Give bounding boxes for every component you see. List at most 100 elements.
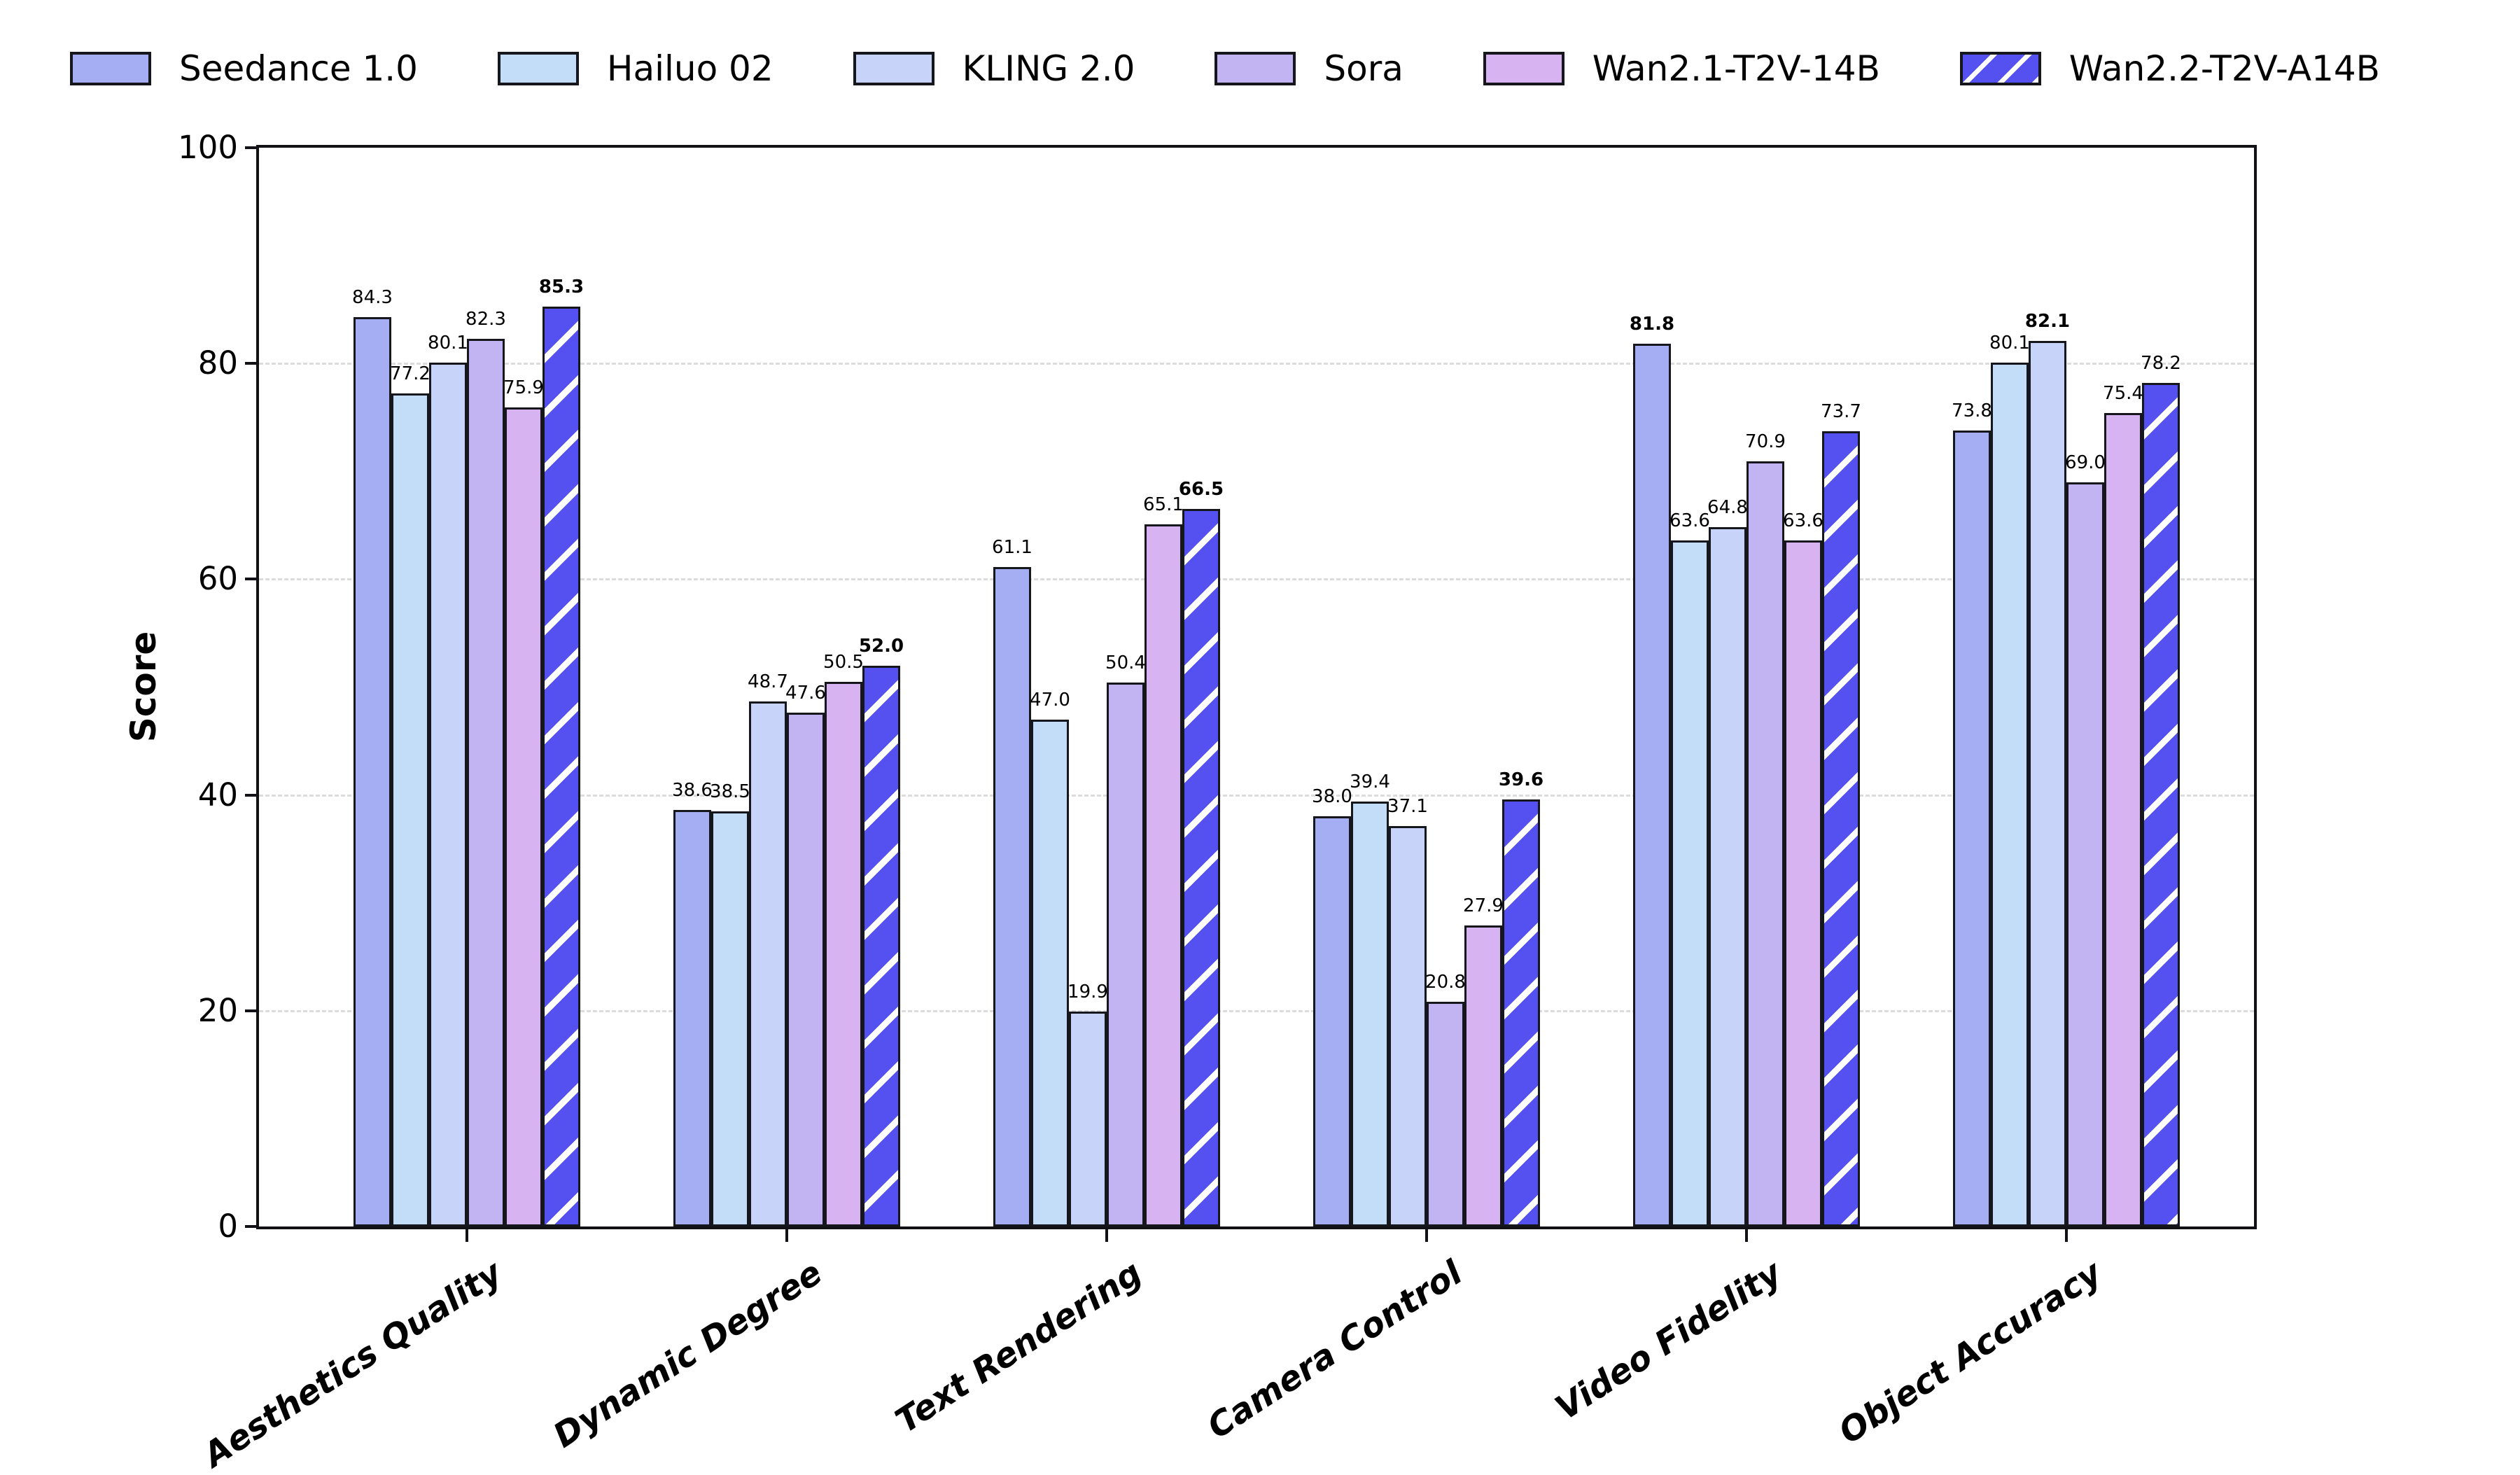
y-tick-label: 40 bbox=[197, 776, 238, 813]
bar-wan2-1-t2v-14b bbox=[1784, 540, 1822, 1226]
bar-kling-2-0 bbox=[429, 362, 467, 1226]
bar-seedance-1-0 bbox=[1953, 430, 1991, 1226]
x-tick-mark bbox=[1105, 1229, 1108, 1242]
bar-hailuo-02 bbox=[711, 811, 749, 1226]
bar-value-label: 52.0 bbox=[858, 635, 904, 657]
x-category-label: Text Rendering bbox=[889, 1253, 1149, 1441]
x-category-label: Camera Control bbox=[1200, 1253, 1469, 1447]
bar-seedance-1-0 bbox=[1633, 344, 1671, 1226]
gridline bbox=[259, 363, 2254, 365]
bar-kling-2-0 bbox=[1389, 826, 1427, 1226]
x-category-label: Dynamic Degree bbox=[546, 1253, 830, 1456]
y-axis-title: Score bbox=[123, 631, 164, 743]
bar-value-label: 82.1 bbox=[2024, 310, 2071, 332]
legend-item: Wan2.1-T2V-14B bbox=[1483, 51, 1880, 86]
bar-wan2-2-t2v-a14b bbox=[1822, 431, 1860, 1226]
gridline bbox=[259, 794, 2254, 797]
legend-item: Seedance 1.0 bbox=[70, 51, 418, 86]
bar-wan2-1-t2v-14b bbox=[1144, 524, 1182, 1226]
legend-swatch bbox=[853, 52, 934, 85]
bar-wan2-2-t2v-a14b bbox=[1502, 799, 1540, 1226]
bar-seedance-1-0 bbox=[1313, 816, 1351, 1226]
x-tick-mark bbox=[785, 1229, 788, 1242]
y-tick-mark bbox=[245, 1225, 256, 1228]
gridline bbox=[259, 1009, 2254, 1012]
bar-seedance-1-0 bbox=[993, 567, 1031, 1226]
bar-hailuo-02 bbox=[1991, 362, 2029, 1226]
bar-value-label: 19.9 bbox=[1068, 981, 1108, 1003]
bar-value-label: 73.7 bbox=[1821, 401, 1861, 423]
bar-value-label: 50.5 bbox=[823, 651, 864, 673]
bar-sora bbox=[1746, 461, 1784, 1226]
bar-value-label: 38.5 bbox=[710, 781, 750, 802]
x-category-label: Aesthetics Quality bbox=[197, 1253, 510, 1475]
bar-value-label: 20.8 bbox=[1425, 972, 1466, 993]
bar-value-label: 78.2 bbox=[2141, 352, 2181, 374]
bar-kling-2-0 bbox=[1709, 527, 1746, 1226]
legend-label: Seedance 1.0 bbox=[179, 48, 418, 89]
legend-swatch bbox=[1483, 52, 1564, 85]
x-tick-mark bbox=[1425, 1229, 1428, 1242]
bar-wan2-2-t2v-a14b bbox=[862, 665, 900, 1226]
bar-wan2-2-t2v-a14b bbox=[1182, 509, 1220, 1226]
y-tick-label: 20 bbox=[197, 991, 238, 1029]
bar-value-label: 64.8 bbox=[1707, 497, 1748, 519]
bar-wan2-1-t2v-14b bbox=[2104, 413, 2142, 1226]
x-tick-mark bbox=[1745, 1229, 1748, 1242]
y-tick-label: 100 bbox=[178, 129, 238, 166]
bar-value-label: 65.1 bbox=[1143, 494, 1184, 515]
bar-value-label: 48.7 bbox=[748, 671, 788, 692]
bar-value-label: 75.4 bbox=[2103, 383, 2143, 405]
legend-label: Sora bbox=[1324, 48, 1404, 89]
bar-sora bbox=[2066, 482, 2104, 1226]
x-category-label: Video Fidelity bbox=[1548, 1253, 1789, 1428]
y-tick-label: 0 bbox=[218, 1208, 238, 1245]
bar-hailuo-02 bbox=[1671, 540, 1709, 1226]
bar-value-label: 66.5 bbox=[1178, 479, 1224, 501]
bar-wan2-2-t2v-a14b bbox=[542, 306, 580, 1226]
bar-value-label: 70.9 bbox=[1745, 431, 1786, 453]
bar-seedance-1-0 bbox=[673, 810, 711, 1226]
bar-seedance-1-0 bbox=[354, 316, 391, 1226]
y-tick-mark bbox=[245, 146, 256, 149]
bar-value-label: 61.1 bbox=[992, 537, 1032, 559]
gridline bbox=[259, 578, 2254, 581]
legend-swatch-hatched bbox=[1959, 52, 2041, 85]
bar-wan2-1-t2v-14b bbox=[1464, 925, 1502, 1226]
bar-value-label: 47.6 bbox=[785, 683, 826, 704]
bar-value-label: 77.2 bbox=[390, 363, 430, 385]
x-tick-mark bbox=[2065, 1229, 2068, 1242]
legend-label: KLING 2.0 bbox=[962, 48, 1135, 89]
bar-value-label: 37.1 bbox=[1387, 796, 1428, 818]
bar-value-label: 82.3 bbox=[465, 308, 506, 330]
y-tick-label: 80 bbox=[197, 344, 238, 382]
bar-value-label: 63.6 bbox=[1670, 510, 1710, 531]
bar-value-label: 80.1 bbox=[1989, 332, 2030, 354]
bar-value-label: 38.6 bbox=[672, 780, 713, 802]
legend-item: KLING 2.0 bbox=[853, 51, 1135, 86]
legend-label: Wan2.1-T2V-14B bbox=[1592, 48, 1880, 89]
y-tick-mark bbox=[245, 793, 256, 797]
bar-hailuo-02 bbox=[391, 393, 429, 1226]
bar-value-label: 27.9 bbox=[1463, 895, 1504, 917]
legend: Seedance 1.0 Hailuo 02 KLING 2.0 Sora Wan2.1… bbox=[70, 35, 2380, 102]
bar-value-label: 39.4 bbox=[1350, 771, 1390, 792]
bar-hailuo-02 bbox=[1351, 801, 1389, 1226]
bar-kling-2-0 bbox=[1069, 1012, 1107, 1226]
bar-sora bbox=[787, 713, 825, 1226]
y-tick-label: 60 bbox=[197, 560, 238, 598]
bar-wan2-1-t2v-14b bbox=[505, 407, 542, 1226]
bar-value-label: 85.3 bbox=[538, 276, 584, 298]
bar-sora bbox=[1107, 683, 1144, 1226]
bar-value-label: 75.9 bbox=[503, 377, 544, 399]
legend-swatch bbox=[497, 52, 579, 85]
bar-hailuo-02 bbox=[1031, 719, 1069, 1226]
legend-item: Hailuo 02 bbox=[497, 51, 774, 86]
bar-wan2-1-t2v-14b bbox=[825, 681, 862, 1226]
bar-value-label: 63.6 bbox=[1783, 510, 1823, 531]
bar-kling-2-0 bbox=[2029, 340, 2066, 1226]
bar-value-label: 81.8 bbox=[1629, 314, 1675, 335]
bar-value-label: 73.8 bbox=[1952, 400, 1992, 421]
legend-label: Wan2.2-T2V-A14B bbox=[2068, 48, 2380, 89]
